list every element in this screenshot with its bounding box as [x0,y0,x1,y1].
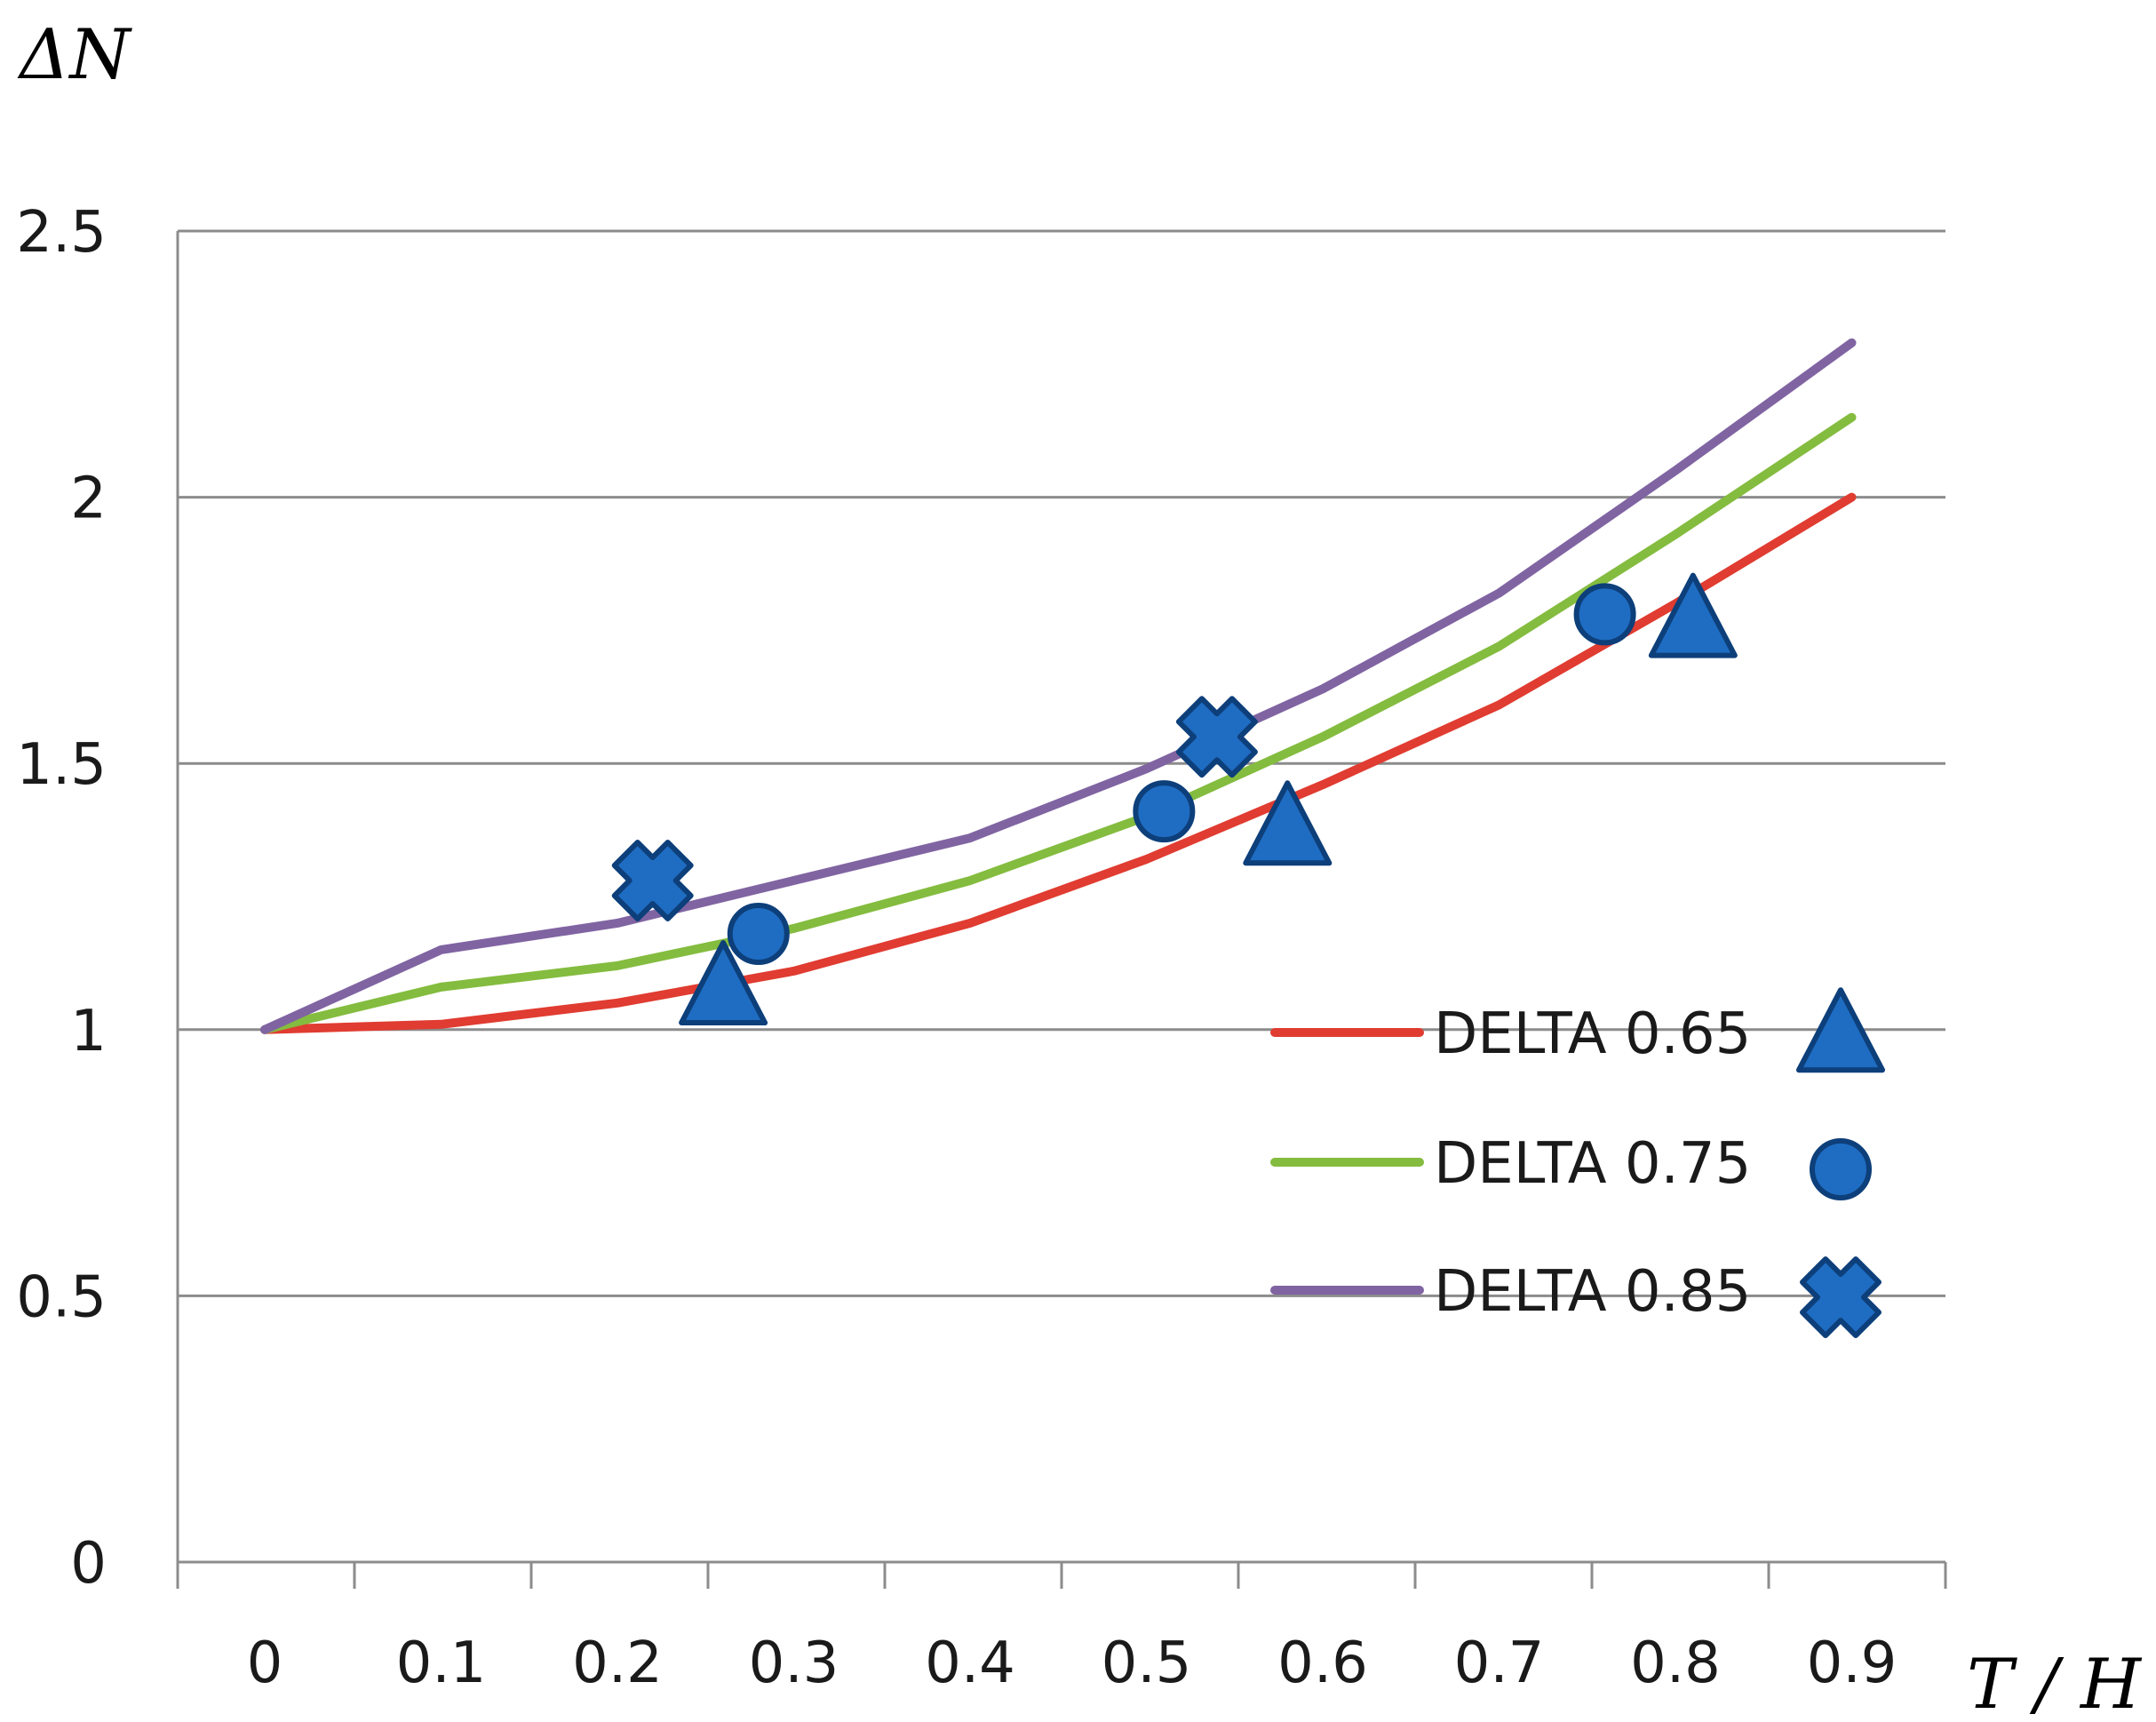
y-tick-label: 1 [70,999,107,1064]
data-point-triangle-1 [679,940,768,1026]
x-tick-label: 0.4 [925,1630,1015,1696]
x-tick-label: 0.3 [749,1630,839,1696]
data-point-circle-1 [727,902,790,965]
x-tick-label: 0.6 [1277,1630,1368,1696]
axes: 0 0.5 1 1.5 2 2.5 0 0.1 0.2 0.3 0.4 0.5 0.6 0.7 0.8 0.9 [16,200,1947,1696]
x-tick-label: 0.1 [396,1630,487,1696]
data-point-triangle-3 [1648,572,1738,658]
x-tick-label: 0.7 [1454,1630,1545,1696]
legend-label: DELTA 0.75 [1434,1131,1751,1197]
x-tick-label: 0 [247,1630,283,1696]
data-point-x-1 [611,840,694,922]
y-tick-label: 2 [70,466,107,532]
y-tick-label: 2.5 [16,200,107,266]
x-tick-label: 0.2 [572,1630,663,1696]
legend-label: DELTA 0.85 [1434,1259,1751,1325]
legend: DELTA 0.65 DELTA 0.75 DELTA 0.85 [1270,987,1885,1338]
data-point-circle-3 [1573,583,1636,646]
legend-marker-triangle [1796,987,1885,1073]
data-point-triangle-2 [1243,780,1333,866]
series-markers [611,572,1738,1026]
y-tick-label: 0 [70,1531,107,1597]
legend-item-1: DELTA 0.65 [1270,987,1885,1073]
series-line-1 [260,492,1857,1034]
legend-item-2: DELTA 0.75 [1270,1131,1872,1200]
x-tick-label: 0.9 [1807,1630,1897,1696]
gridlines [178,229,1945,1297]
series-lines [260,338,1857,1034]
y-axis-title: ΔN [17,15,132,95]
data-point-circle-2 [1133,780,1196,843]
x-tick-label: 0.5 [1102,1630,1192,1696]
y-tick-label: 0.5 [16,1264,107,1330]
legend-label: DELTA 0.65 [1434,1001,1751,1067]
series-line-3 [260,338,1857,1034]
x-tick-label: 0.8 [1630,1630,1721,1696]
data-point-x-2 [1175,696,1258,778]
legend-item-3: DELTA 0.85 [1270,1256,1882,1338]
x-axis-title: T / H [1967,1645,2143,1722]
legend-marker-x [1800,1256,1882,1338]
y-tick-label: 1.5 [16,732,107,798]
legend-marker-circle [1810,1138,1872,1200]
